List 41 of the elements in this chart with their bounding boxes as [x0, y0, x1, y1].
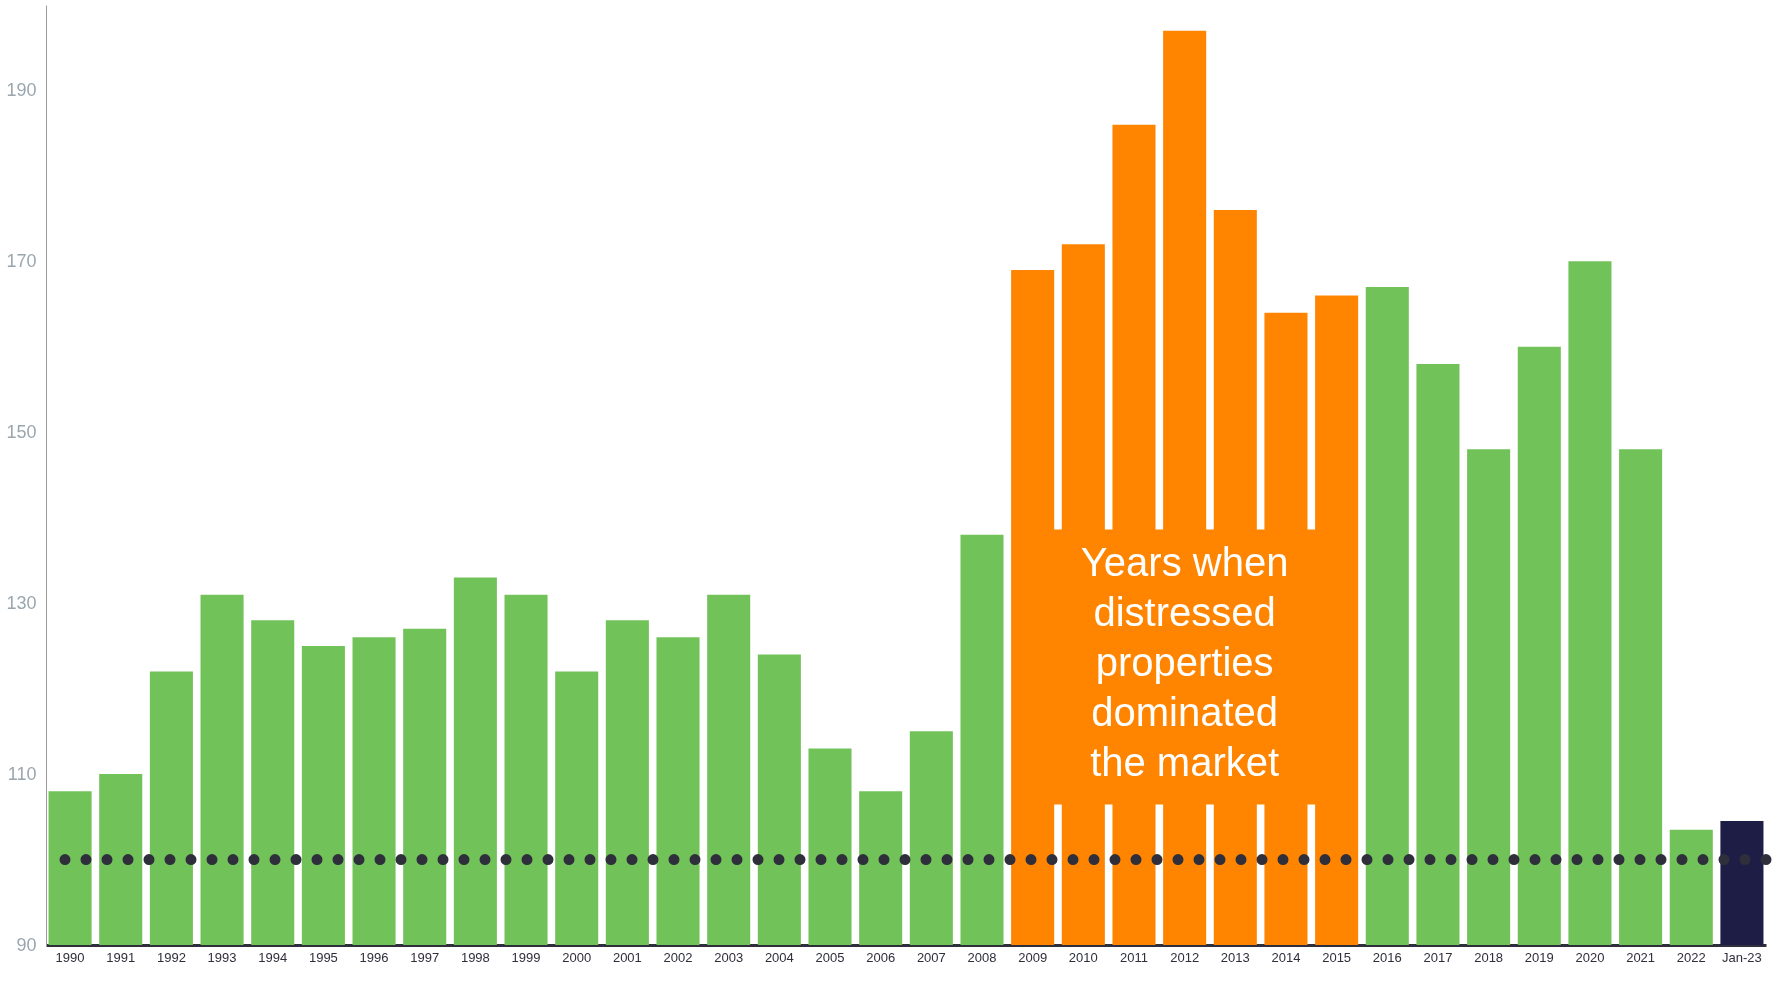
y-tick-label: 190: [6, 79, 37, 100]
x-tick-label: 2011: [1120, 949, 1148, 965]
y-tick-label: 170: [6, 250, 37, 271]
x-tick-label: 2010: [1068, 949, 1098, 965]
y-tick-label: 110: [7, 763, 37, 784]
x-tick-label: 1995: [308, 949, 338, 965]
x-tick-label: 2007: [916, 949, 946, 965]
x-tick-label: 2015: [1322, 949, 1352, 965]
x-tick-label: 2001: [612, 949, 642, 965]
x-tick-label: 2003: [714, 949, 744, 965]
y-tick-label: 150: [6, 421, 37, 442]
y-tick-label: 130: [6, 592, 37, 613]
x-tick-label: 2012: [1170, 949, 1200, 965]
annotation: Years when distressed properties dominated the market: [1080, 539, 1289, 784]
x-tick-label: 2022: [1676, 949, 1706, 965]
x-tick-label: 1999: [511, 949, 541, 965]
x-tick-label: 1992: [156, 949, 186, 965]
x-tick-label: 1997: [410, 949, 440, 965]
x-tick-label: 2005: [815, 949, 845, 965]
x-tick-label: 2002: [663, 949, 693, 965]
x-tick-label: 1998: [460, 949, 490, 965]
y-tick-label: 90: [16, 934, 37, 955]
x-tick-label: 1996: [359, 949, 389, 965]
x-tick-label: 1993: [207, 949, 237, 965]
x-tick-label: Jan-23: [1722, 949, 1762, 965]
x-tick-label: 1991: [106, 949, 136, 965]
x-tick-label: 2021: [1626, 949, 1656, 965]
x-tick-label: 2014: [1271, 949, 1301, 965]
x-tick-label: 2008: [967, 949, 997, 965]
x-tick-label: 2017: [1423, 949, 1453, 965]
x-tick-label: 2019: [1524, 949, 1554, 965]
x-tick-label: 2020: [1575, 949, 1605, 965]
x-tick-label: 1994: [258, 949, 288, 965]
x-tick-label: 2004: [764, 949, 794, 965]
x-tick-label: 2018: [1474, 949, 1504, 965]
x-tick-label: 2000: [562, 949, 592, 965]
x-tick-label: 2006: [866, 949, 896, 965]
x-tick-label: 1990: [55, 949, 85, 965]
x-tick-label: 2016: [1372, 949, 1402, 965]
x-tick-label: 2009: [1018, 949, 1048, 965]
x-tick-label: 2013: [1220, 949, 1250, 965]
